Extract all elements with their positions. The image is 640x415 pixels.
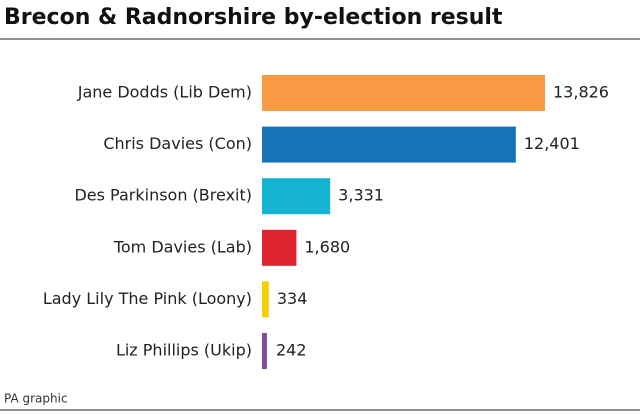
- value-label: 12,401: [524, 134, 580, 153]
- value-label: 3,331: [338, 186, 384, 205]
- category-label: Lady Lily The Pink (Loony): [43, 289, 252, 308]
- bar: [262, 178, 331, 215]
- value-label: 1,680: [304, 237, 350, 256]
- bar: [262, 229, 297, 266]
- source: PA graphic: [4, 392, 68, 406]
- category-label: Tom Davies (Lab): [113, 237, 252, 256]
- category-label: Jane Dodds (Lib Dem): [77, 83, 252, 102]
- value-label: 242: [276, 341, 307, 360]
- value-label: 13,826: [553, 83, 609, 102]
- chart-title: Brecon & Radnorshire by-election result: [4, 5, 503, 30]
- bar: [262, 333, 267, 369]
- value-label: 334: [277, 289, 308, 308]
- category-label: Liz Phillips (Ukip): [116, 341, 252, 360]
- category-label: Chris Davies (Con): [103, 134, 252, 153]
- bar: [262, 281, 269, 318]
- bar: [262, 75, 545, 111]
- bar: [262, 126, 516, 163]
- category-label: Des Parkinson (Brexit): [74, 186, 252, 205]
